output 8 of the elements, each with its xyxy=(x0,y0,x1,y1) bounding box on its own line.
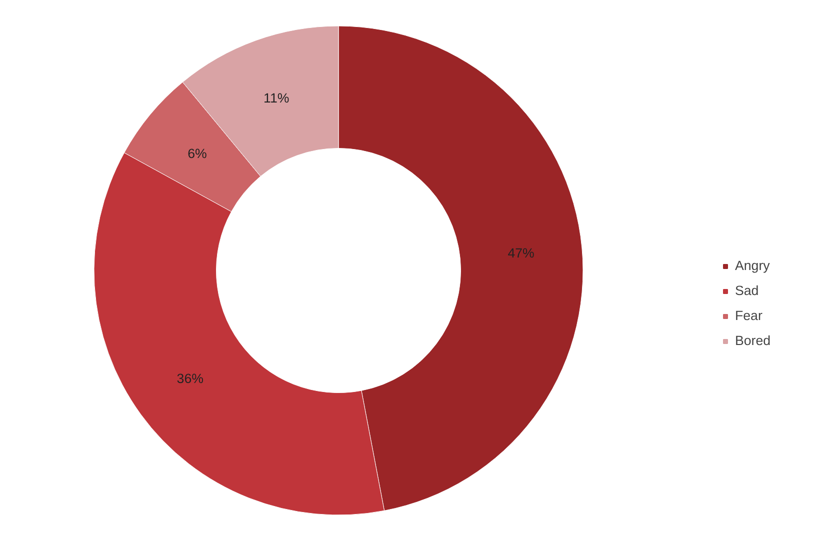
data-label: 47% xyxy=(508,246,535,261)
legend-label: Angry xyxy=(735,258,770,273)
data-label: 11% xyxy=(264,90,290,106)
legend-label: Fear xyxy=(735,308,762,323)
legend-label: Bored xyxy=(735,333,771,348)
legend-label: Sad xyxy=(735,283,759,298)
data-label: 6% xyxy=(188,146,207,162)
data-label: 36% xyxy=(176,370,204,386)
